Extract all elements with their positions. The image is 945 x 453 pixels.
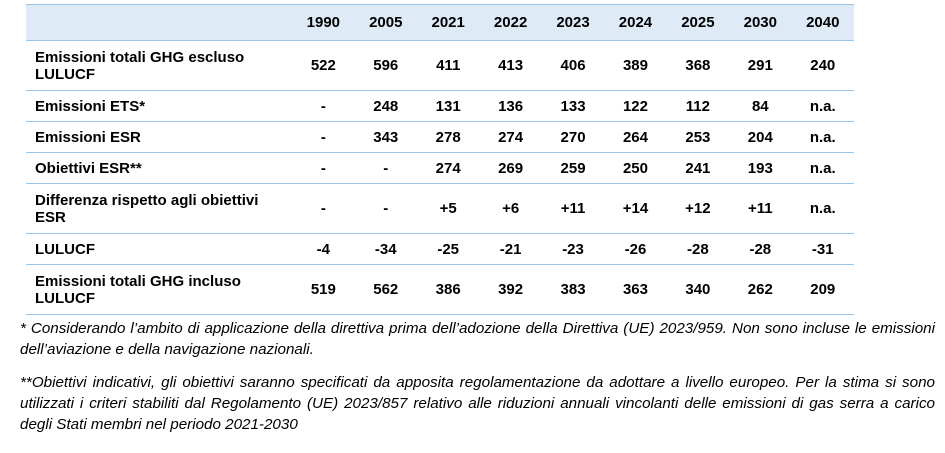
table-cell: 383 xyxy=(541,264,605,315)
table-cell: -23 xyxy=(541,233,605,265)
table-cell: -34 xyxy=(354,233,417,265)
table-cell: 522 xyxy=(292,40,355,91)
table-row: Emissioni totali GHG incluso LULUCF 519 … xyxy=(26,264,854,315)
table-cell: 253 xyxy=(666,121,730,153)
table-cell: n.a. xyxy=(791,121,854,153)
table-row: Emissioni ETS* - 248 131 136 133 122 112… xyxy=(26,90,854,122)
emissions-table: 1990 2005 2021 2022 2023 2024 2025 2030 … xyxy=(26,4,854,315)
table-cell: 386 xyxy=(416,264,480,315)
table-cell: +11 xyxy=(729,183,792,234)
table-cell: +5 xyxy=(416,183,480,234)
table-row: Differenza rispetto agli obiettivi ESR -… xyxy=(26,183,854,234)
table-cell: - xyxy=(292,90,355,122)
row-label: Emissioni ETS* xyxy=(26,90,293,122)
table-cell: 519 xyxy=(292,264,355,315)
footnote-esr-targets: **Obiettivi indicativi, gli obiettivi sa… xyxy=(20,374,935,433)
footnote-ets: * Considerando l’ambito di applicazione … xyxy=(20,320,935,358)
table-row: Obiettivi ESR** - - 274 269 259 250 241 … xyxy=(26,152,854,184)
table-cell: 269 xyxy=(479,152,542,184)
table-cell: 278 xyxy=(416,121,480,153)
table-cell: 363 xyxy=(604,264,667,315)
table-cell: 368 xyxy=(666,40,730,91)
table-cell: 343 xyxy=(354,121,417,153)
row-label: LULUCF xyxy=(26,233,293,265)
year-header: 2024 xyxy=(604,4,667,41)
table-cell: - xyxy=(292,121,355,153)
table-cell: 193 xyxy=(729,152,792,184)
table-cell: 133 xyxy=(541,90,605,122)
table-cell: 389 xyxy=(604,40,667,91)
table-cell: 264 xyxy=(604,121,667,153)
table-cell: 262 xyxy=(729,264,792,315)
table-cell: - xyxy=(354,152,417,184)
table-cell: 562 xyxy=(354,264,417,315)
row-label: Emissioni ESR xyxy=(26,121,293,153)
table-cell: n.a. xyxy=(791,152,854,184)
table-cell: 392 xyxy=(479,264,542,315)
table-cell: 131 xyxy=(416,90,480,122)
table-cell: -4 xyxy=(292,233,355,265)
table-cell: 596 xyxy=(354,40,417,91)
table-cell: 112 xyxy=(666,90,730,122)
table-body: Emissioni totali GHG escluso LULUCF 522 … xyxy=(26,40,854,315)
table-cell: +11 xyxy=(541,183,605,234)
table-cell: 270 xyxy=(541,121,605,153)
header-row: 1990 2005 2021 2022 2023 2024 2025 2030 … xyxy=(26,4,854,41)
table-cell: 406 xyxy=(541,40,605,91)
table-cell: -21 xyxy=(479,233,542,265)
year-header: 2040 xyxy=(791,4,854,41)
table-cell: 204 xyxy=(729,121,792,153)
row-label: Differenza rispetto agli obiettivi ESR xyxy=(26,183,293,234)
table-row: Emissioni ESR - 343 278 274 270 264 253 … xyxy=(26,121,854,153)
year-header: 2021 xyxy=(416,4,480,41)
row-label: Obiettivi ESR** xyxy=(26,152,293,184)
table-cell: 248 xyxy=(354,90,417,122)
table-cell: 240 xyxy=(791,40,854,91)
table-row: LULUCF -4 -34 -25 -21 -23 -26 -28 -28 -3… xyxy=(26,233,854,265)
table-cell: - xyxy=(292,183,355,234)
table-cell: +14 xyxy=(604,183,667,234)
year-header: 2023 xyxy=(541,4,605,41)
table-cell: 291 xyxy=(729,40,792,91)
table-cell: - xyxy=(292,152,355,184)
table-cell: 250 xyxy=(604,152,667,184)
table-cell: n.a. xyxy=(791,90,854,122)
table-cell: 274 xyxy=(416,152,480,184)
year-header: 2030 xyxy=(729,4,792,41)
table-cell: -28 xyxy=(729,233,792,265)
header-label-cell xyxy=(26,4,293,41)
table-cell: +12 xyxy=(666,183,730,234)
year-header: 2025 xyxy=(666,4,730,41)
table-cell: - xyxy=(354,183,417,234)
table-cell: 413 xyxy=(479,40,542,91)
table-cell: +6 xyxy=(479,183,542,234)
table-cell: -25 xyxy=(416,233,480,265)
year-header: 2005 xyxy=(354,4,417,41)
row-label: Emissioni totali GHG escluso LULUCF xyxy=(26,40,293,91)
table-cell: 136 xyxy=(479,90,542,122)
table-cell: -26 xyxy=(604,233,667,265)
table-cell: 274 xyxy=(479,121,542,153)
table-cell: n.a. xyxy=(791,183,854,234)
table-cell: 259 xyxy=(541,152,605,184)
table-cell: 241 xyxy=(666,152,730,184)
row-label: Emissioni totali GHG incluso LULUCF xyxy=(26,264,293,315)
table-cell: -28 xyxy=(666,233,730,265)
table-row: Emissioni totali GHG escluso LULUCF 522 … xyxy=(26,40,854,91)
table-cell: 209 xyxy=(791,264,854,315)
table-cell: 340 xyxy=(666,264,730,315)
year-header: 1990 xyxy=(292,4,355,41)
table-header: 1990 2005 2021 2022 2023 2024 2025 2030 … xyxy=(26,4,854,41)
footnotes: * Considerando l’ambito di applicazione … xyxy=(20,318,935,435)
table-cell: 411 xyxy=(416,40,480,91)
table-cell: 84 xyxy=(729,90,792,122)
table-cell: -31 xyxy=(791,233,854,265)
year-header: 2022 xyxy=(479,4,542,41)
table-cell: 122 xyxy=(604,90,667,122)
